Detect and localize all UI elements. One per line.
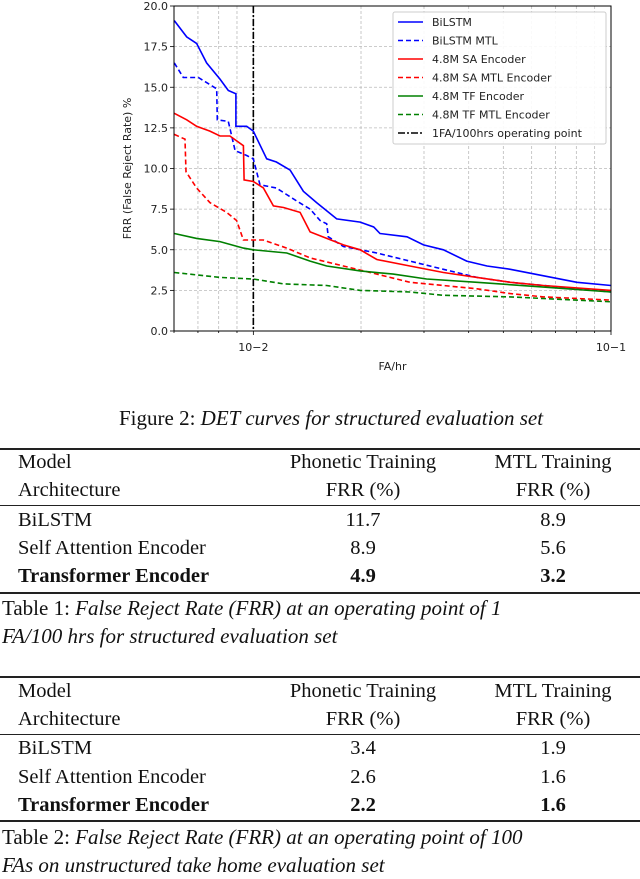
cell-phonetic: 2.6 [350,766,376,788]
x-axis-label: FA/hr [378,360,407,373]
legend-label: BiLSTM [432,16,472,29]
series-line-4-8m-sa-encoder [173,112,612,292]
table-caption-text: FAs on unstructured take home evaluation… [2,853,385,877]
table-caption-text: FA/100 hrs for structured evaluation set [2,624,338,648]
legend-label: 4.8M TF Encoder [432,90,524,103]
table-caption-text: False Reject Rate (FRR) at an operating … [75,596,502,620]
y-tick-label: 0.0 [151,325,169,338]
table-caption-label: Table 2: [2,825,70,849]
table-caption-line2: FA/100 hrs for structured evaluation set [2,622,337,650]
legend-label: 4.8M SA Encoder [432,53,526,66]
cell-model: BiLSTM [18,737,93,759]
cell-model: Transformer Encoder [18,794,210,816]
y-tick-label: 20.0 [144,0,169,13]
column-header-model: Model [18,680,72,702]
legend-label: 1FA/100hrs operating point [432,127,583,140]
y-tick-label: 15.0 [144,81,169,94]
legend-entry: BiLSTM [398,16,472,29]
legend-entry: 4.8M SA Encoder [398,53,526,66]
series-line-4-8m-tf-encoder [174,232,612,293]
cell-mtl: 1.9 [540,737,566,759]
cell-phonetic: 2.2 [350,794,376,816]
x-tick-label: 10−2 [238,341,268,354]
legend-entry: 4.8M TF Encoder [398,90,524,103]
plot-frame [173,5,612,332]
legend-entry: 4.8M TF MTL Encoder [398,109,550,122]
figure-caption: Figure 2: DET curves for structured eval… [119,404,543,432]
cell-phonetic: 4.9 [350,565,376,587]
column-header-mtl: MTL Training [494,451,612,473]
figure-caption-text: DET curves for structured evaluation set [200,406,544,430]
figure-caption-label: Figure 2: [119,406,196,430]
legend-entry: BiLSTM MTL [398,35,499,48]
cell-mtl: 8.9 [540,509,566,531]
legend: BiLSTM BiLSTM MTL 4.8M SA Encoder 4.8M SA M… [392,11,607,145]
table-caption-text: False Reject Rate (FRR) at an operating … [75,825,523,849]
cell-model: Transformer Encoder [18,565,210,587]
column-header-phonetic-sub: FRR (%) [325,479,401,501]
cell-model: BiLSTM [18,509,93,531]
legend-entry: 4.8M SA MTL Encoder [398,72,552,85]
cell-model: Self Attention Encoder [18,537,206,559]
x-tick-label: 10−1 [596,341,626,354]
y-axis-label: FRR (False Reject Rate) % [121,98,134,240]
series-line-4-8m-sa-mtl-encoder [173,133,612,301]
column-header-mtl-sub: FRR (%) [515,708,591,730]
table-caption: Table 2: False Reject Rate (FRR) at an o… [2,823,523,851]
cell-phonetic: 11.7 [345,509,381,531]
column-header-phonetic: Phonetic Training [289,451,437,473]
table-bottom-rule [0,592,640,594]
table-top-rule [0,676,640,678]
column-header-mtl: MTL Training [494,680,612,702]
y-tick-label: 5.0 [151,244,169,257]
y-tick-label: 10.0 [144,163,169,176]
column-header-mtl-sub: FRR (%) [515,479,591,501]
det-curve-chart: 0.0 2.5 5.0 7.5 10.0 12.5 15.0 17.5 20.0 10−2 10−1… [121,0,626,373]
cell-model: Self Attention Encoder [18,766,206,788]
table-caption: Table 1: False Reject Rate (FRR) at an o… [2,594,502,622]
table-caption-label: Table 1: [2,596,70,620]
cell-mtl: 1.6 [540,766,566,788]
table-mid-rule [0,734,640,735]
column-header-model-sub: Architecture [18,479,121,501]
column-header-model: Model [18,451,72,473]
table-bottom-rule [0,820,640,822]
column-header-phonetic-sub: FRR (%) [325,708,401,730]
cell-phonetic: 8.9 [350,537,376,559]
table-mid-rule [0,505,640,506]
y-tick-label: 7.5 [151,203,169,216]
column-header-phonetic: Phonetic Training [289,680,437,702]
legend-label: 4.8M SA MTL Encoder [432,72,552,85]
table-top-rule [0,448,640,450]
y-tick-label: 17.5 [144,41,169,54]
y-tick-label: 12.5 [144,122,169,135]
legend-label: BiLSTM MTL [432,35,499,48]
cell-mtl: 3.2 [540,565,566,587]
series-line-4-8m-tf-mtl-encoder [174,271,612,303]
legend-box [392,11,607,145]
table-caption-line2: FAs on unstructured take home evaluation… [2,851,385,879]
column-header-model-sub: Architecture [18,708,121,730]
series-line-bilstm [173,20,612,287]
legend-label: 4.8M TF MTL Encoder [432,109,550,122]
cell-mtl: 5.6 [540,537,566,559]
cell-phonetic: 3.4 [350,737,376,759]
cell-mtl: 1.6 [540,794,566,816]
y-tick-label: 2.5 [151,284,169,297]
legend-entry: 1FA/100hrs operating point [398,127,583,140]
